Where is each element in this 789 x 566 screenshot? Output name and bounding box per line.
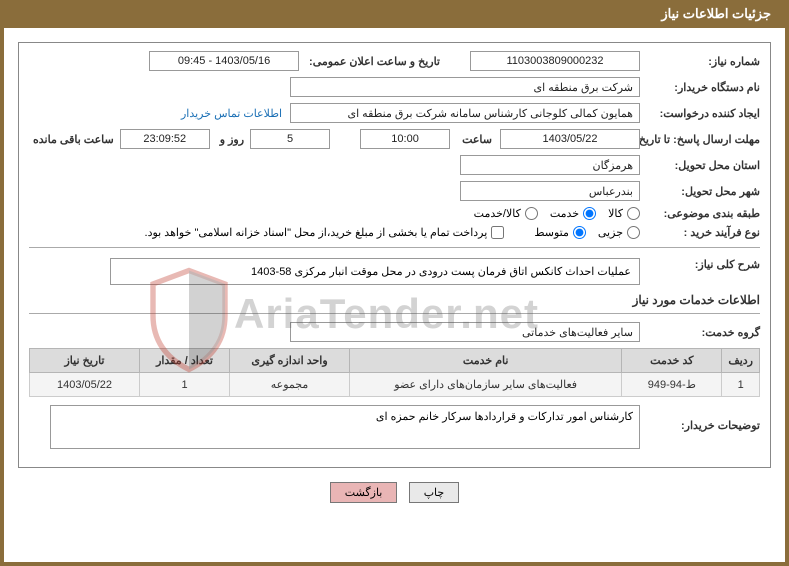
treasury-note-option[interactable]: پرداخت تمام یا بخشی از مبلغ خرید،از محل … [145, 226, 505, 239]
td-date: 1403/05/22 [30, 373, 140, 397]
service-group-field: سایر فعالیت‌های خدماتی [290, 322, 640, 342]
service-group-label: گروه خدمت: [640, 326, 760, 339]
process-medium-label: متوسط [534, 226, 569, 239]
process-medium-option[interactable]: متوسط [534, 226, 586, 239]
province-label: استان محل تحویل: [640, 159, 760, 172]
deadline-days-field: 5 [250, 129, 330, 149]
buyer-notes-textarea[interactable] [50, 405, 640, 449]
th-qty: تعداد / مقدار [140, 349, 230, 373]
divider-2 [29, 313, 760, 314]
print-button[interactable]: چاپ [409, 482, 460, 503]
city-label: شهر محل تحویل: [640, 185, 760, 198]
th-date: تاریخ نیاز [30, 349, 140, 373]
category-goods-service-option[interactable]: کالا/خدمت [474, 207, 538, 220]
city-value: بندرعباس [589, 185, 633, 198]
province-field: هرمزگان [460, 155, 640, 175]
buyer-org-value: شرکت برق منطقه ای [533, 81, 633, 94]
th-code: کد خدمت [622, 349, 722, 373]
deadline-remaining-suffix: ساعت باقی مانده [29, 133, 114, 146]
treasury-note-label: پرداخت تمام یا بخشی از مبلغ خرید،از محل … [145, 226, 488, 239]
announce-datetime-value: 1403/05/16 - 09:45 [156, 55, 292, 67]
requester-value: همایون کمالی کلوجانی کارشناس سامانه شرکت… [347, 107, 633, 120]
treasury-note-checkbox[interactable] [491, 226, 504, 239]
city-field: بندرعباس [460, 181, 640, 201]
panel-title: جزئیات اطلاعات نیاز [661, 6, 771, 21]
td-row: 1 [722, 373, 760, 397]
category-service-option[interactable]: خدمت [550, 207, 596, 220]
need-number-value: 1103003809000232 [477, 55, 633, 67]
buyer-notes-label: توضیحات خریدار: [640, 405, 760, 432]
category-service-radio[interactable] [583, 207, 596, 220]
process-partial-option[interactable]: جزیی [598, 226, 640, 239]
back-button[interactable]: بازگشت [330, 482, 398, 503]
province-value: هرمزگان [593, 159, 634, 172]
buyer-org-field: شرکت برق منطقه ای [290, 77, 640, 97]
buyer-contact-link[interactable]: اطلاعات تماس خریدار [181, 107, 282, 120]
deadline-date-value: 1403/05/22 [507, 133, 633, 145]
category-goods-label: کالا [608, 207, 623, 220]
td-unit: مجموعه [230, 373, 350, 397]
category-service-label: خدمت [550, 207, 579, 220]
services-table: ردیف کد خدمت نام خدمت واحد اندازه گیری ت… [29, 348, 760, 397]
summary-label: شرح کلی نیاز: [640, 258, 760, 271]
deadline-label: مهلت ارسال پاسخ: تا تاریخ: [640, 133, 760, 146]
deadline-time-label: ساعت [458, 133, 492, 146]
deadline-days-suffix: روز و [216, 133, 244, 146]
footer-buttons: چاپ بازگشت [4, 482, 785, 503]
requester-field: همایون کمالی کلوجانی کارشناس سامانه شرکت… [290, 103, 640, 123]
divider [29, 247, 760, 248]
summary-value: عملیات احداث کانکس اتاق فرمان پست درودی … [251, 266, 631, 278]
panel-header: جزئیات اطلاعات نیاز [4, 0, 785, 28]
category-goods-service-radio[interactable] [525, 207, 538, 220]
deadline-date-field: 1403/05/22 [500, 129, 640, 149]
category-radio-group: کالا خدمت کالا/خدمت [474, 207, 640, 220]
deadline-remaining-value: 23:09:52 [127, 133, 203, 145]
deadline-time-field: 10:00 [360, 129, 450, 149]
requester-label: ایجاد کننده درخواست: [640, 107, 760, 120]
deadline-time-value: 10:00 [367, 133, 443, 145]
td-code: ط-94-949 [622, 373, 722, 397]
process-partial-radio[interactable] [627, 226, 640, 239]
th-row: ردیف [722, 349, 760, 373]
process-type-radio-group: جزیی متوسط [534, 226, 640, 239]
th-name: نام خدمت [350, 349, 622, 373]
category-goods-option[interactable]: کالا [608, 207, 640, 220]
td-qty: 1 [140, 373, 230, 397]
deadline-remaining-field: 23:09:52 [120, 129, 210, 149]
announce-datetime-field: 1403/05/16 - 09:45 [149, 51, 299, 71]
summary-field: عملیات احداث کانکس اتاق فرمان پست درودی … [110, 258, 640, 285]
service-group-value: سایر فعالیت‌های خدماتی [522, 326, 633, 339]
td-name: فعالیت‌های سایر سازمان‌های دارای عضو [350, 373, 622, 397]
buyer-org-label: نام دستگاه خریدار: [640, 81, 760, 94]
process-partial-label: جزیی [598, 226, 623, 239]
category-goods-service-label: کالا/خدمت [474, 207, 521, 220]
process-medium-radio[interactable] [573, 226, 586, 239]
th-unit: واحد اندازه گیری [230, 349, 350, 373]
services-section-title: اطلاعات خدمات مورد نیاز [29, 293, 760, 307]
process-type-label: نوع فرآیند خرید : [640, 226, 760, 239]
category-goods-radio[interactable] [627, 207, 640, 220]
deadline-days-value: 5 [257, 133, 323, 145]
category-label: طبقه بندی موضوعی: [640, 207, 760, 220]
content-panel: شماره نیاز: 1103003809000232 تاریخ و ساع… [18, 42, 771, 468]
announce-datetime-label: تاریخ و ساعت اعلان عمومی: [305, 55, 440, 68]
need-number-label: شماره نیاز: [640, 55, 760, 68]
need-number-field: 1103003809000232 [470, 51, 640, 71]
table-row: 1 ط-94-949 فعالیت‌های سایر سازمان‌های دا… [30, 373, 760, 397]
